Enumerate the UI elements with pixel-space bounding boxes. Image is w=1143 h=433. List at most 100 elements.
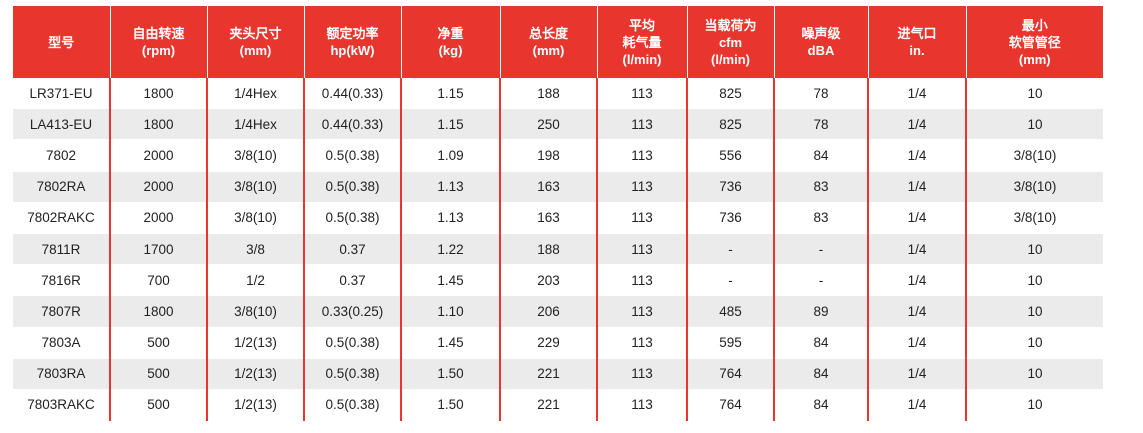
table-row: 7803A 500 1/2(13) 0.5(0.38) 1.45 229 113 595 84 1… bbox=[13, 327, 1103, 359]
table-cell: 1/2 bbox=[206, 264, 304, 297]
table-cell: 1800 bbox=[109, 78, 207, 110]
table-header: 型号 自由转速 (rpm) 夹头尺寸 (mm) 额定功率 hp(kW) 净重 (kg) 总长度 (m… bbox=[13, 6, 1103, 78]
table-cell: 825 bbox=[686, 78, 774, 110]
model-cell: 7802RA bbox=[13, 171, 110, 203]
column-header: 最小 软管管径 (mm) bbox=[965, 6, 1103, 78]
column-header-line: 进气口 bbox=[897, 26, 937, 41]
table-cell: 736 bbox=[686, 202, 774, 234]
table-cell: 0.44(0.33) bbox=[303, 108, 401, 141]
table-row: 7807R 1800 3/8(10) 0.33(0.25) 1.10 206 113 485 8… bbox=[13, 295, 1103, 328]
table-cell: 1.09 bbox=[400, 139, 500, 172]
column-header-line: 夹头尺寸 bbox=[229, 26, 282, 41]
model-cell: 7816R bbox=[13, 264, 110, 297]
table-body: LR371-EU 1800 1/4Hex 0.44(0.33) 1.15 188 113 82… bbox=[13, 78, 1103, 422]
column-header-line: dBA bbox=[807, 43, 835, 58]
table-cell: 0.5(0.38) bbox=[303, 139, 401, 172]
table-cell: 764 bbox=[686, 358, 774, 390]
table-cell: 1800 bbox=[109, 295, 207, 328]
table-cell: 188 bbox=[499, 233, 597, 266]
column-header: 额定功率 hp(kW) bbox=[303, 6, 401, 78]
table-cell: 3/8(10) bbox=[965, 202, 1103, 234]
table-cell: 500 bbox=[109, 389, 207, 422]
column-header-line: (l/min) bbox=[622, 51, 662, 67]
table-cell: 1.15 bbox=[400, 108, 500, 141]
table-cell: 1/4 bbox=[867, 108, 966, 141]
table-cell: 78 bbox=[773, 108, 868, 141]
column-header-line: (mm) bbox=[1018, 51, 1051, 67]
table-cell: 0.5(0.38) bbox=[303, 327, 401, 359]
table-cell: - bbox=[686, 264, 774, 297]
table-row: 7802RA 2000 3/8(10) 0.5(0.38) 1.13 163 113 736 8… bbox=[13, 171, 1103, 203]
column-header-line: (mm) bbox=[532, 43, 565, 58]
table-cell: 1/2(13) bbox=[206, 327, 304, 359]
column-header-line: 型号 bbox=[48, 34, 75, 50]
table-cell: 0.5(0.38) bbox=[303, 358, 401, 390]
table-cell: 1/4Hex bbox=[206, 78, 304, 110]
column-header-line: (rpm) bbox=[141, 43, 176, 58]
table-cell: 10 bbox=[965, 233, 1103, 266]
table-cell: 1.50 bbox=[400, 389, 500, 422]
model-cell: 7807R bbox=[13, 295, 110, 328]
table-cell: 113 bbox=[596, 78, 687, 110]
table-cell: 1.13 bbox=[400, 202, 500, 234]
table-cell: 3/8(10) bbox=[965, 139, 1103, 172]
column-header: 当载荷为 cfm (l/min) bbox=[686, 6, 774, 78]
table-cell: 485 bbox=[686, 295, 774, 328]
table-cell: 1/4 bbox=[867, 233, 966, 266]
table-row: 7803RAKC 500 1/2(13) 0.5(0.38) 1.50 221 113 764… bbox=[13, 389, 1103, 422]
table-cell: 10 bbox=[965, 295, 1103, 328]
table-cell: 1.45 bbox=[400, 264, 500, 297]
column-header-line: 净重 bbox=[437, 26, 464, 41]
table-cell: 10 bbox=[965, 78, 1103, 110]
table-cell: 1/4 bbox=[867, 327, 966, 359]
table-cell: 113 bbox=[596, 264, 687, 297]
table-cell: 1.10 bbox=[400, 295, 500, 328]
table-cell: 1800 bbox=[109, 108, 207, 141]
table-cell: 0.5(0.38) bbox=[303, 389, 401, 422]
table-cell: 1/4 bbox=[867, 389, 966, 422]
table-cell: 3/8(10) bbox=[206, 202, 304, 234]
table-cell: - bbox=[773, 233, 868, 266]
column-header-line: in. bbox=[909, 43, 925, 58]
table-cell: 1/4 bbox=[867, 202, 966, 234]
table-cell: 1/4 bbox=[867, 139, 966, 172]
table-cell: 1/4 bbox=[867, 78, 966, 110]
table-cell: 10 bbox=[965, 327, 1103, 359]
table-cell: - bbox=[686, 233, 774, 266]
table-cell: 89 bbox=[773, 295, 868, 328]
table-row: 7802 2000 3/8(10) 0.5(0.38) 1.09 198 113 556 84 1… bbox=[13, 139, 1103, 172]
table-cell: 500 bbox=[109, 358, 207, 390]
table-cell: 113 bbox=[596, 202, 687, 234]
table-cell: 0.44(0.33) bbox=[303, 78, 401, 110]
table-row: 7803RA 500 1/2(13) 0.5(0.38) 1.50 221 113 764 84… bbox=[13, 358, 1103, 390]
column-header-line: (kg) bbox=[438, 43, 463, 58]
column-header-line: 自由转速 bbox=[132, 26, 185, 41]
column-header: 夹头尺寸 (mm) bbox=[206, 6, 304, 78]
table-cell: 113 bbox=[596, 139, 687, 172]
table-cell: 1.15 bbox=[400, 78, 500, 110]
table-row: LA413-EU 1800 1/4Hex 0.44(0.33) 1.15 250 113 82… bbox=[13, 108, 1103, 141]
table-cell: 3/8(10) bbox=[206, 171, 304, 203]
model-cell: LR371-EU bbox=[13, 78, 110, 110]
column-header: 噪声级 dBA bbox=[773, 6, 868, 78]
table-row: 7816R 700 1/2 0.37 1.45 203 113- -1/4 10 bbox=[13, 264, 1103, 297]
table-cell: - bbox=[773, 264, 868, 297]
table-cell: 84 bbox=[773, 358, 868, 390]
model-cell: 7803A bbox=[13, 327, 110, 359]
table-cell: 1/4 bbox=[867, 264, 966, 297]
table-cell: 221 bbox=[499, 358, 597, 390]
table-cell: 1.22 bbox=[400, 233, 500, 266]
table-cell: 825 bbox=[686, 108, 774, 141]
table-cell: 2000 bbox=[109, 171, 207, 203]
column-header-line: 耗气量 bbox=[622, 34, 662, 50]
table-cell: 2000 bbox=[109, 139, 207, 172]
table-cell: 1/4 bbox=[867, 358, 966, 390]
table-cell: 83 bbox=[773, 171, 868, 203]
table-cell: 0.33(0.25) bbox=[303, 295, 401, 328]
column-header-line: 软管管径 bbox=[1008, 34, 1061, 50]
column-header: 进气口 in. bbox=[867, 6, 966, 78]
table-cell: 1/2(13) bbox=[206, 358, 304, 390]
table-cell: 10 bbox=[965, 389, 1103, 422]
column-header-line: 总长度 bbox=[528, 26, 568, 41]
table-cell: 229 bbox=[499, 327, 597, 359]
